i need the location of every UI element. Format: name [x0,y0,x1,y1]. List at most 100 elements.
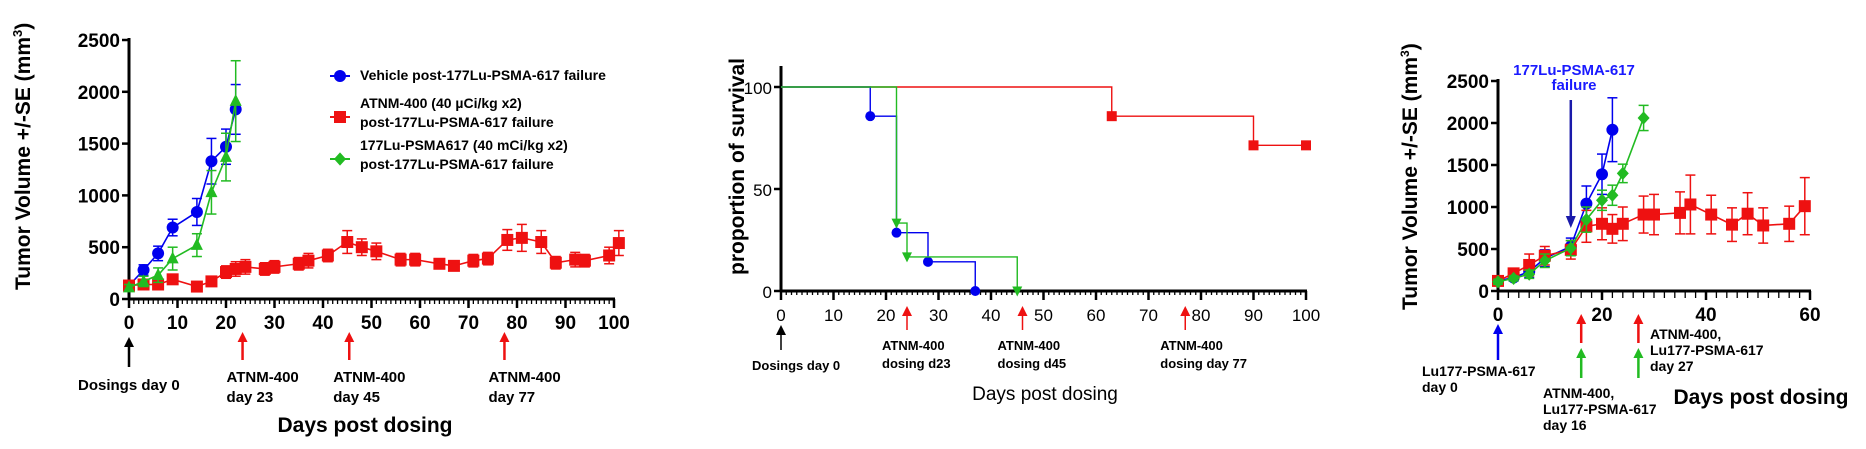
survival-step-line [781,86,976,291]
annotation-label: dosing day 77 [1160,356,1247,371]
data-point [152,267,165,280]
x-tick-label: 40 [312,313,333,334]
x-tick-label: 20 [1591,305,1612,326]
x-tick-label: 80 [1192,306,1211,325]
arrow-head [1633,348,1644,358]
arrow-head [1576,348,1587,358]
survival-series-vehicle [781,86,981,296]
data-point [1741,207,1754,220]
data-point [1616,166,1629,180]
censor-point [1301,140,1311,151]
arrow-head [499,332,510,342]
y-tick-label: 0 [763,283,772,302]
dosing-arrow-red [1576,314,1587,343]
callout-label: failure [1551,77,1596,94]
y-axis-label: proportion of survival [726,58,749,275]
y-axis-label-close: ) [1399,43,1422,50]
data-point [190,280,203,293]
x-tick-label: 10 [824,306,843,325]
dosing-arrow [237,332,248,360]
dosing-arrow [902,306,912,330]
annotation: ATNM-400 dosing d23 [882,306,951,371]
arrow-head [1180,306,1191,316]
annotation-label: day 0 [1422,379,1458,395]
annotation-label: ATNM-400 [882,338,945,353]
series-vehicle [123,83,242,292]
data-point [612,237,625,250]
y-tick-label: 500 [1457,240,1489,261]
x-tick-label: 90 [1244,306,1263,325]
legend-label: ATNM-400 (40 µCi/kg x2) [360,95,522,111]
data-point [292,257,305,270]
series-177lu-psma617 [1492,104,1650,289]
data-point [1757,219,1770,232]
y-tick-label: 1500 [1447,156,1489,177]
data-point [355,241,368,254]
annotation-label: day 27 [1650,358,1694,374]
x-tick-label: 70 [458,313,479,334]
legend-item: Vehicle post-177Lu-PSMA-617 failure [330,67,606,83]
series-line [1497,129,1614,282]
x-tick-label: 80 [506,313,527,334]
y-tick-label: 100 [744,79,772,98]
data-point [1507,271,1520,285]
y-tick-label: 50 [753,181,772,200]
censor-point [902,252,912,263]
data-point [1596,168,1608,181]
arrow-head [124,337,134,347]
annotation-label: Dosings day 0 [78,377,180,394]
legend-label: 177Lu-PSMA617 (40 mCi/kg x2) [360,137,568,153]
y-tick-label: 2000 [78,83,120,104]
y-tick-label: 2000 [1447,114,1489,135]
data-point [220,266,232,279]
censor-point [891,227,902,238]
x-tick-label: 50 [361,313,382,334]
arrow-head [776,325,786,335]
annotation: ATNM-400 day 77 [488,332,561,406]
data-point [1596,217,1608,230]
data-point [1637,208,1650,221]
annotation-label: dosing d23 [882,356,951,371]
x-tick-label: 50 [1034,306,1053,325]
data-point [205,185,218,198]
data-point [1580,213,1593,227]
arrow-head [1633,314,1644,324]
censor-point [1248,140,1259,151]
y-tick-label: 1000 [78,186,120,207]
y-axis-label: Tumor Volume +/-SE (mm3) [10,23,35,290]
data-point [1492,275,1504,289]
series-atnm-400 [123,223,625,293]
legend-item: 177Lu-PSMA617 (40 mCi/kg x2) post-177Lu-P… [330,137,568,172]
y-axis-label-superscript: 3 [1398,50,1412,57]
y-tick-label: 1500 [78,135,120,156]
series-177lu-psma617 [123,59,242,293]
dosing-arrow-green [1633,348,1644,378]
callout-arrow-head [1565,216,1576,228]
data-point [569,253,582,266]
data-point [1705,208,1718,221]
arrow-head [902,306,912,316]
data-point [1674,206,1686,219]
data-point [1726,218,1738,231]
series-vehicle [1492,97,1619,287]
dosing-arrow [776,325,786,350]
annotation-label: ATNM-400, [1543,385,1614,401]
x-tick-label: 0 [776,306,785,325]
censor-point [970,286,981,296]
dosing-arrow [1493,324,1503,360]
x-tick-label: 10 [167,313,188,334]
data-point [1596,193,1608,207]
series-line [128,109,237,287]
data-point [123,280,135,293]
legend-label: Vehicle post-177Lu-PSMA-617 failure [360,67,606,83]
x-tick-label: 0 [124,313,135,334]
data-point [166,273,179,286]
dosing-arrow [499,332,510,360]
x-axis-label: Days post dosing [1673,386,1848,409]
y-tick-label: 2500 [78,31,120,52]
x-axis-label: Days post dosing [277,414,452,437]
y-tick-label: 0 [1478,282,1489,303]
y-tick-label: 1000 [1447,198,1489,219]
